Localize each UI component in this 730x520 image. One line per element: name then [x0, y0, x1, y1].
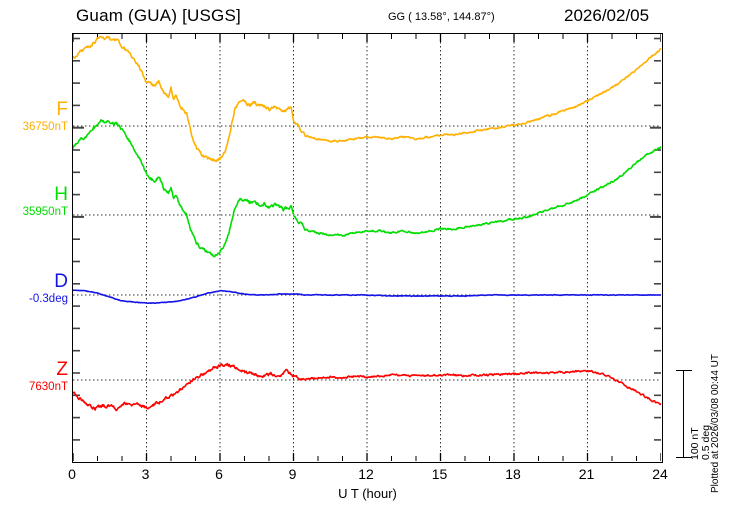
- component-label-d: D -0.3deg: [0, 272, 68, 306]
- component-label-z: Z 7630nT: [0, 360, 68, 394]
- x-tick-label: 6: [215, 466, 223, 482]
- component-letter-z: Z: [56, 359, 68, 380]
- component-letter-d: D: [54, 271, 68, 292]
- component-baseline-h: 35950nT: [22, 206, 68, 218]
- x-tick-label: 12: [358, 466, 374, 482]
- baseline-gridlines: [73, 125, 661, 381]
- x-tick-label: 3: [141, 466, 150, 482]
- x-tick-label: 0: [68, 466, 76, 482]
- right-axis-ticks: [650, 37, 661, 441]
- magnetogram-svg: [73, 34, 661, 461]
- x-tick-label: 21: [578, 466, 595, 482]
- component-letter-f: F: [56, 99, 68, 120]
- observation-date: 2026/02/05: [564, 6, 650, 25]
- top-axis-ticks: [73, 34, 661, 42]
- geographic-coordinates: GG ( 13.58°, 144.87°): [388, 11, 495, 23]
- left-axis-ticks: [73, 37, 84, 441]
- scale-bar-bottom-cap: [676, 456, 692, 458]
- magnetogram-plot-area: [72, 33, 663, 463]
- bottom-axis-ticks: [73, 453, 661, 461]
- plotted-at-timestamp: Plotted at 2026/03/08 00:44 UT: [710, 354, 721, 493]
- x-tick-label: 9: [288, 466, 297, 482]
- x-tick-label: 24: [652, 466, 668, 482]
- component-baseline-d: -0.3deg: [28, 293, 68, 305]
- component-baseline-f: 36750nT: [22, 121, 68, 133]
- component-baseline-z: 7630nT: [28, 381, 68, 393]
- scale-bar-stem: [683, 370, 685, 458]
- x-tick-label: 15: [431, 466, 448, 482]
- scale-bar-legend: 100 nT 0.5 deg: [689, 380, 712, 460]
- vertical-gridlines: [146, 34, 588, 461]
- component-label-f: F 36750nT: [0, 100, 68, 134]
- station-title: Guam (GUA) [USGS]: [76, 6, 241, 25]
- scale-bar-glyph: [676, 370, 692, 458]
- data-traces: [73, 35, 661, 412]
- x-axis-tick-labels: 0 3 6 9 12 15 18 21 24: [68, 466, 668, 486]
- component-label-h: H 35950nT: [0, 185, 68, 219]
- component-letter-h: H: [54, 184, 68, 205]
- x-tick-label: 18: [505, 466, 521, 482]
- x-axis-title: U T (hour): [338, 486, 397, 501]
